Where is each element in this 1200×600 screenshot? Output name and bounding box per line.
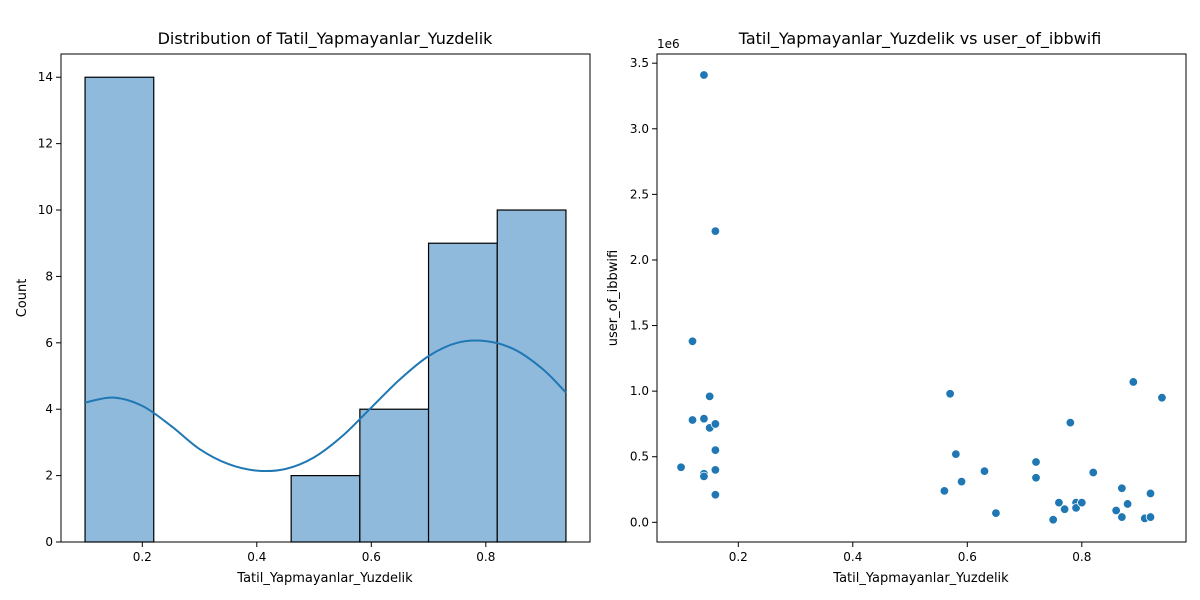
- histogram-y-axis-label: Count: [15, 279, 30, 318]
- histogram-y-ticks: 0 2 4 6 8 10 12 14: [38, 70, 61, 549]
- scatter-point: [1128, 377, 1139, 387]
- scatter-point: [676, 462, 686, 472]
- histogram-y-tick-label: 10: [38, 203, 53, 217]
- scatter-y-tick-label: 3.5: [630, 56, 649, 70]
- scatter-point: [710, 465, 721, 475]
- scatter-point: [956, 476, 967, 487]
- histogram-x-tick-label: 0.4: [247, 550, 266, 564]
- scatter-point: [1117, 512, 1127, 522]
- scatter-x-ticks: 0.2 0.4 0.6 0.8: [729, 542, 1091, 564]
- histogram-bars: [84, 76, 567, 543]
- scatter-point: [1117, 483, 1127, 493]
- scatter-y-axis-label: user_of_ibbwifi: [606, 250, 621, 346]
- scatter-point: [699, 471, 709, 482]
- histogram-y-tick-label: 12: [38, 137, 53, 151]
- scatter-point: [951, 449, 961, 459]
- histogram-y-tick-label: 2: [45, 469, 53, 483]
- scatter-point: [710, 419, 721, 429]
- scatter-point: [710, 226, 721, 236]
- scatter-point: [1059, 504, 1070, 514]
- scatter-x-tick-label: 0.8: [1072, 550, 1091, 564]
- histogram-bar: [496, 209, 567, 543]
- scatter-y-tick-label: 0.0: [630, 515, 649, 529]
- histogram-bar: [84, 76, 155, 543]
- histogram-title: Distribution of Tatil_Yapmayanlar_Yuzdel…: [158, 29, 494, 49]
- scatter-point: [979, 466, 990, 476]
- scatter-point: [991, 508, 1001, 518]
- scatter-points: [676, 70, 1167, 525]
- histogram-x-axis-label: Tatil_Yapmayanlar_Yuzdelik: [236, 571, 413, 586]
- histogram-panel: Distribution of Tatil_Yapmayanlar_Yuzdel…: [15, 29, 591, 586]
- scatter-y-ticks: 0.0 0.5 1.0 1.5 2.0 2.5 3.0 3.5: [630, 56, 657, 529]
- scatter-y-offset-label: 1e6: [657, 37, 680, 51]
- scatter-point: [1145, 488, 1156, 499]
- scatter-y-tick-label: 2.0: [630, 253, 649, 267]
- scatter-point: [1054, 497, 1064, 508]
- histogram-bar: [359, 408, 430, 543]
- scatter-y-tick-label: 1.0: [630, 384, 649, 398]
- histogram-plot-frame: [60, 53, 591, 543]
- scatter-point: [710, 445, 721, 455]
- scatter-point: [1048, 514, 1058, 525]
- histogram-x-tick-label: 0.2: [133, 550, 152, 564]
- histogram-x-ticks: 0.2 0.4 0.6 0.8: [133, 542, 495, 564]
- histogram-y-tick-label: 4: [45, 402, 53, 416]
- scatter-panel: Tatil_Yapmayanlar_Yuzdelik vs user_of_ib…: [606, 29, 1187, 586]
- scatter-plot-frame: [656, 53, 1187, 543]
- scatter-x-tick-label: 0.6: [958, 550, 977, 564]
- histogram-bar: [290, 475, 361, 543]
- scatter-x-tick-label: 0.4: [843, 550, 862, 564]
- scatter-point: [1071, 503, 1081, 513]
- scatter-point: [1077, 497, 1087, 508]
- scatter-y-tick-label: 1.5: [630, 319, 649, 333]
- scatter-point: [1065, 417, 1076, 428]
- scatter-point: [687, 415, 698, 425]
- scatter-x-axis-label: Tatil_Yapmayanlar_Yuzdelik: [832, 571, 1009, 586]
- scatter-point: [687, 336, 698, 346]
- scatter-point: [699, 413, 709, 424]
- histogram-y-tick-label: 0: [45, 535, 53, 549]
- histogram-y-tick-label: 14: [38, 70, 53, 84]
- scatter-point: [699, 70, 709, 80]
- scatter-title: Tatil_Yapmayanlar_Yuzdelik vs user_of_ib…: [738, 29, 1102, 49]
- scatter-y-tick-label: 0.5: [630, 450, 649, 464]
- scatter-point: [939, 486, 950, 496]
- scatter-point: [1031, 473, 1041, 483]
- scatter-point: [710, 490, 721, 500]
- scatter-point: [1111, 505, 1121, 516]
- scatter-point: [1088, 467, 1098, 478]
- kde-line: [84, 339, 567, 473]
- scatter-point: [1157, 392, 1167, 403]
- scatter-point: [1145, 512, 1156, 522]
- histogram-y-tick-label: 6: [45, 336, 53, 350]
- histogram-x-tick-label: 0.8: [476, 550, 495, 564]
- histogram-bar: [427, 242, 498, 543]
- scatter-x-tick-label: 0.2: [729, 550, 748, 564]
- scatter-y-tick-label: 3.0: [630, 122, 649, 136]
- scatter-point: [704, 391, 715, 402]
- histogram-y-tick-label: 8: [45, 269, 53, 283]
- histogram-x-tick-label: 0.6: [362, 550, 381, 564]
- scatter-point: [1122, 499, 1133, 509]
- scatter-y-tick-label: 2.5: [630, 187, 649, 201]
- scatter-point: [1031, 457, 1041, 467]
- scatter-point: [945, 389, 955, 399]
